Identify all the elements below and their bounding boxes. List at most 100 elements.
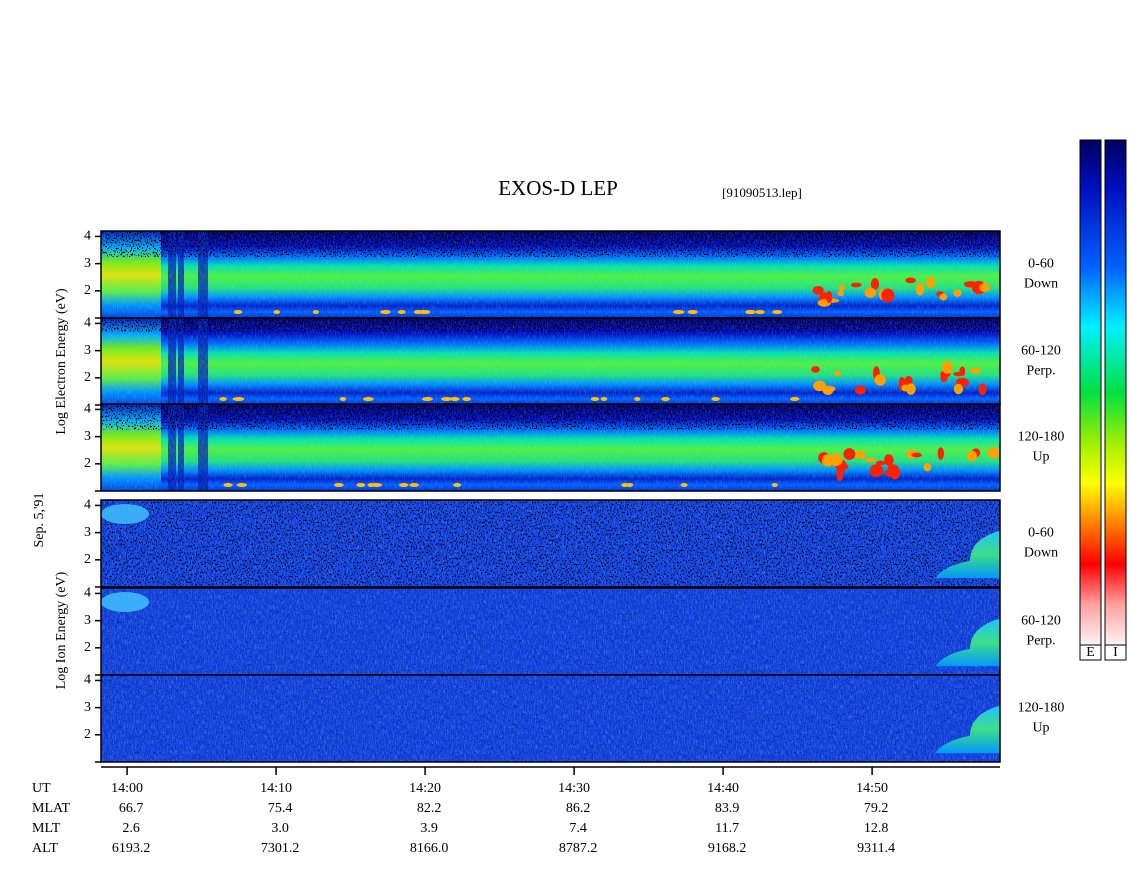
spectrum-feature — [870, 277, 880, 290]
spectrum-feature — [397, 310, 406, 314]
panel-direction: Down — [1024, 546, 1058, 561]
spectrum-feature — [745, 310, 754, 314]
spectrum-feature — [843, 448, 856, 460]
spectrum-feature — [905, 277, 916, 284]
y-tick-label: 4 — [84, 586, 91, 601]
colorbars: E I — [1079, 139, 1127, 661]
orbit-value: 11.7 — [715, 821, 739, 836]
spectrum-specks — [101, 231, 1000, 257]
spectrum-feature — [625, 483, 634, 487]
orbit-value: 6193.2 — [112, 841, 151, 856]
y-tick-label: 4 — [84, 316, 91, 331]
spectrum-feature — [901, 384, 910, 392]
spectrum-feature — [979, 283, 991, 292]
spectrum-feature — [923, 462, 932, 472]
spectrum-feature — [850, 282, 862, 288]
y-tick-label: 3 — [84, 343, 91, 358]
spectrum-feature — [771, 483, 778, 487]
spectrum-feature — [869, 464, 884, 478]
x-tick-label: 14:20 — [409, 781, 441, 796]
orbit-value: 9168.2 — [708, 841, 747, 856]
spectrum-feature — [884, 454, 894, 466]
spectrum-feature — [634, 397, 641, 401]
spectrum-feature — [333, 483, 344, 487]
y-tick-label: 4 — [84, 498, 91, 513]
orbit-value: 75.4 — [268, 801, 293, 816]
orbit-value: 7301.2 — [261, 841, 300, 856]
title: EXOS-D LEP — [498, 176, 618, 200]
orbit-value: 2.6 — [122, 821, 140, 836]
spectrum-feature — [953, 383, 964, 395]
panel-frame — [100, 674, 1001, 763]
y-axis-label: Log Ion Energy (eV) — [54, 571, 69, 689]
y-tick-label: 2 — [84, 552, 91, 567]
colorbar — [1079, 139, 1102, 646]
spectrum-feature — [680, 483, 688, 487]
x-tick-label: 14:30 — [558, 781, 590, 796]
colorbar — [1104, 139, 1127, 646]
spectrum-feature — [380, 310, 391, 314]
spectrum-feature — [887, 464, 899, 473]
spectrum-feature — [959, 366, 966, 376]
spectrum-feature — [413, 310, 423, 314]
orbit-value: 82.2 — [417, 801, 442, 816]
spectrum-feature — [874, 374, 886, 386]
spectrum-feature — [987, 447, 1000, 459]
panel-angle: 60-120 — [1021, 344, 1061, 359]
panel-angle: 120-180 — [1018, 701, 1065, 716]
spectrum-feature — [911, 452, 922, 458]
spectrum-feature — [825, 291, 833, 304]
spectrum-feature — [864, 287, 877, 298]
spectrum-feature — [661, 397, 670, 401]
spectrogram-panel — [101, 588, 1000, 675]
spectrum-feature — [590, 397, 600, 401]
spectrum-feature — [812, 286, 824, 295]
y-tick-label: 3 — [84, 525, 91, 540]
spectrum-feature — [711, 397, 720, 401]
spectrum-feature — [223, 483, 233, 487]
orbit-value: 79.2 — [864, 801, 889, 816]
y-tick-label: 3 — [84, 429, 91, 444]
spectrum-feature — [833, 370, 842, 377]
spectrum-feature — [925, 276, 936, 289]
y-tick-label: 2 — [84, 370, 91, 385]
spectrum-feature — [854, 385, 866, 395]
spectrogram-panel — [101, 318, 1000, 405]
spectrum-specks — [101, 588, 1000, 675]
orbit-row-name: ALT — [32, 841, 58, 856]
spectrum-feature — [855, 450, 867, 460]
y-tick-label: 2 — [84, 640, 91, 655]
panel-direction: Perp. — [1026, 364, 1055, 379]
panel-direction: Perp. — [1026, 634, 1055, 649]
panel-direction: Down — [1024, 277, 1058, 292]
orbit-row-name: MLAT — [32, 801, 71, 816]
spectrum-feature — [904, 375, 913, 386]
spectrum-feature — [789, 397, 800, 401]
colorbar-label: I — [1113, 645, 1118, 660]
spectrum-feature — [827, 386, 836, 392]
spectrum-feature — [828, 453, 843, 467]
spectrum-feature — [978, 383, 987, 396]
file-name: [91090513.lep] — [722, 185, 802, 200]
orbit-row-name: UT — [32, 781, 51, 796]
spectrum-feature — [941, 360, 953, 374]
x-tick-label: 14:40 — [707, 781, 739, 796]
spectrum-specks — [101, 404, 1000, 430]
x-tick-label: 14:50 — [856, 781, 888, 796]
panel-direction: Up — [1032, 450, 1049, 465]
orbit-value: 3.9 — [420, 821, 438, 836]
colorbar-label: E — [1086, 645, 1095, 660]
spectrogram-panel — [101, 404, 1000, 491]
x-tick-label: 14:00 — [111, 781, 143, 796]
spectrum-feature — [772, 310, 783, 314]
spectrum-feature — [219, 397, 227, 401]
spectrum-feature — [672, 310, 685, 314]
spectrum-feature — [452, 483, 462, 487]
y-axis-label: Log Electron Energy (eV) — [54, 288, 69, 435]
spectrum-feature — [399, 483, 409, 487]
orbit-value: 83.9 — [715, 801, 740, 816]
spectrum-feature — [811, 366, 820, 373]
spectrum-feature — [421, 397, 434, 401]
orbit-value: 8166.0 — [410, 841, 449, 856]
